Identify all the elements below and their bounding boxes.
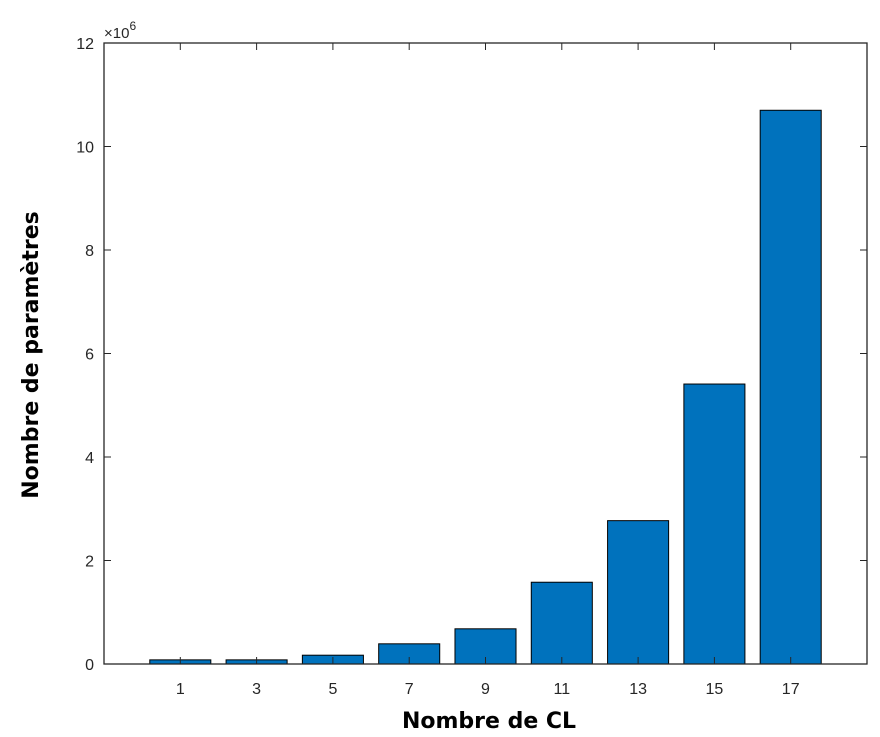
y-axis-exponent-label: ×106 (104, 19, 136, 42)
x-tick-label-1: 1 (176, 681, 185, 698)
bar-11 (530, 581, 593, 665)
bar-13 (607, 520, 670, 665)
y-tick-label-8: 8 (85, 243, 94, 260)
y-tick-label-4: 4 (85, 450, 94, 467)
bar-15 (683, 383, 746, 665)
x-tick-label-7: 7 (405, 681, 414, 698)
x-tick-label-3: 3 (252, 681, 261, 698)
y-tick-label-12: 12 (76, 36, 94, 53)
y-axis-exponent-power: 6 (129, 19, 136, 33)
bar-17 (759, 109, 822, 665)
x-tick-label-9: 9 (481, 681, 490, 698)
bars-layer (149, 109, 822, 665)
y-tick-label-6: 6 (85, 347, 94, 364)
x-axis-title: Nombre de CL (402, 709, 576, 734)
axes-box (103, 42, 868, 665)
y-tick-label-0: 0 (85, 657, 94, 674)
y-tick-label-10: 10 (76, 140, 94, 157)
x-tick-label-11: 11 (553, 681, 570, 698)
x-tick-label-5: 5 (328, 681, 337, 698)
y-axis-exponent-base: ×10 (104, 25, 129, 42)
y-axis-title: Nombre de paramètres (19, 211, 44, 498)
y-tick-label-2: 2 (85, 554, 94, 571)
x-tick-label-15: 15 (706, 681, 724, 698)
x-tick-label-17: 17 (782, 681, 800, 698)
x-tick-label-13: 13 (629, 681, 647, 698)
